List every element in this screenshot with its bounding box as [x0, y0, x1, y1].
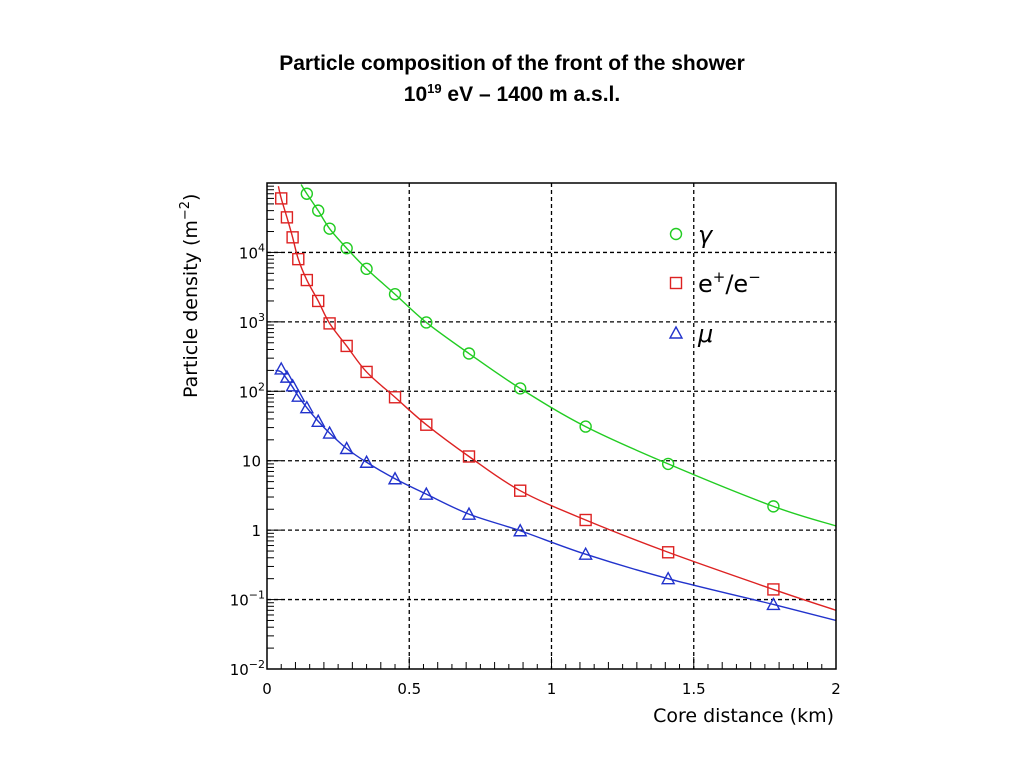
data-point-triangle	[285, 378, 300, 392]
data-point-square	[300, 273, 314, 287]
chart-title: Particle composition of the front of the…	[279, 52, 745, 75]
data-point-circle	[579, 420, 592, 433]
data-point-triangle	[660, 571, 676, 585]
y-tick-base: 10	[230, 592, 249, 610]
data-point-triangle	[513, 523, 528, 537]
legend-label-circle: γ	[698, 221, 714, 249]
data-point-square	[579, 513, 592, 527]
data-point-triangle	[578, 546, 593, 560]
data-point-square	[661, 546, 675, 559]
data-point-square	[275, 192, 288, 205]
y-tick-base: 10	[230, 661, 249, 679]
legend-label-part: −	[748, 268, 761, 286]
y-tick-base: 10	[242, 453, 261, 471]
legend: γe+/e−μ	[668, 221, 761, 348]
data-point-circle	[360, 262, 373, 276]
data-point-square	[323, 317, 336, 330]
data-point-square	[767, 583, 780, 596]
fit-curve-circle	[300, 184, 836, 527]
data-point-circle	[388, 288, 402, 301]
data-point-triangle	[311, 413, 326, 427]
data-point-square	[286, 231, 299, 244]
y-tick-base: 10	[239, 244, 258, 262]
data-point-square	[312, 294, 325, 308]
fit-curves	[275, 184, 836, 622]
data-point-circle	[462, 347, 476, 360]
y-tick-exponent: 3	[258, 311, 265, 324]
data-point-circle	[300, 187, 314, 200]
data-point-triangle	[274, 361, 289, 375]
data-point-square	[462, 450, 476, 463]
data-point-square	[292, 252, 305, 266]
y-axis-title-close: )	[180, 194, 202, 201]
data-point-triangle	[299, 400, 315, 414]
fit-curve-triangle	[275, 369, 836, 622]
data-point-circle	[312, 204, 325, 217]
legend-label-square: e+/e−	[698, 268, 761, 298]
y-tick-base: 10	[239, 383, 258, 401]
data-point-circle	[420, 316, 433, 329]
data-point-circle	[323, 222, 336, 235]
data-point-triangle	[387, 471, 403, 485]
data-point-triangle	[279, 369, 295, 383]
data-point-circle	[340, 242, 353, 255]
x-tick-label: 1.5	[682, 680, 706, 698]
legend-label-part: /e	[725, 270, 748, 298]
x-tick-label: 1	[547, 680, 557, 698]
y-tick-base: 10	[239, 314, 258, 332]
data-point-triangle	[419, 486, 434, 500]
data-point-square	[340, 339, 353, 353]
legend-label-triangle: μ	[697, 320, 713, 348]
data-point-triangle	[461, 506, 477, 520]
grid	[267, 183, 836, 669]
y-tick-label: 10−2	[230, 658, 265, 679]
subtitle-exponent: 19	[427, 81, 442, 96]
data-point-square	[360, 365, 373, 379]
y-tick-label: 102	[239, 380, 265, 401]
y-axis-title: Particle density (m−2)	[178, 194, 202, 398]
y-tick-exponent: −2	[249, 658, 265, 671]
y-tick-exponent: −1	[249, 589, 265, 602]
data-point-circle	[661, 457, 675, 471]
subtitle-base: 10	[403, 83, 428, 106]
y-tick-label: 103	[239, 311, 265, 332]
data-point-square	[280, 211, 294, 224]
y-tick-exponent: 4	[258, 241, 265, 254]
chart-subtitle: 1019 eV – 1400 m a.s.l.	[0, 81, 1024, 107]
y-tick-label: 1	[251, 522, 261, 540]
y-tick-label: 104	[239, 241, 265, 262]
fit-curve-square	[277, 186, 836, 611]
data-point-circle	[767, 500, 780, 513]
legend-marker-triangle	[668, 325, 684, 339]
y-tick-label: 10−1	[230, 589, 265, 610]
y-tick-label: 10	[242, 453, 261, 471]
data-point-triangle	[766, 597, 781, 611]
data-point-circle	[514, 382, 527, 395]
legend-label-part: +	[713, 268, 726, 286]
x-tick-label: 2	[831, 680, 841, 698]
data-point-square	[514, 484, 527, 497]
data-point-triangle	[339, 441, 354, 455]
data-point-triangle	[322, 425, 337, 439]
data-point-square	[420, 418, 433, 431]
legend-label-part: e	[698, 270, 713, 298]
y-axis-title-main: Particle density (m	[180, 220, 202, 398]
x-axis-title: Core distance (km)	[653, 705, 834, 727]
legend-marker-square	[669, 276, 683, 290]
x-tick-label: 0.5	[397, 680, 421, 698]
legend-marker-circle	[669, 227, 683, 241]
data-point-triangle	[291, 388, 306, 402]
data-point-triangle	[359, 454, 374, 468]
subtitle-rest: eV – 1400 m a.s.l.	[441, 83, 621, 106]
data-point-square	[388, 391, 402, 404]
y-tick-base: 1	[251, 522, 261, 540]
y-axis-title-exp: −2	[178, 201, 193, 220]
x-tick-label: 0	[262, 680, 272, 698]
y-tick-exponent: 2	[258, 380, 265, 393]
data-markers	[274, 187, 781, 611]
